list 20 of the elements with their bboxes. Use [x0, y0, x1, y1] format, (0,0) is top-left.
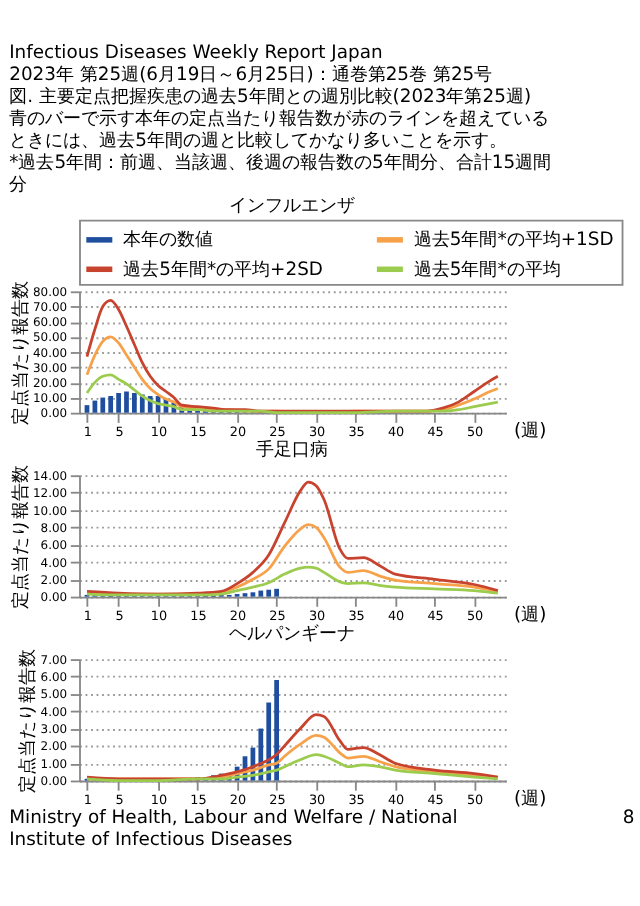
legend-label: 本年の数値: [123, 229, 214, 252]
legend-label: 過去5年間*の平均+1SD: [413, 229, 614, 252]
y-axis-title: 定点当たり報告数: [9, 464, 32, 609]
y-axis-title: 定点当たり報告数: [9, 280, 32, 425]
text: Ministry of Health, Labour and Welfare / National Institute of Infectious Diseases: [9, 806, 458, 851]
x-axis-title: (週): [514, 787, 547, 810]
text: 8: [622, 806, 635, 829]
x-axis-title: (週): [514, 419, 547, 442]
text: 図. 主要定点把握疾患の過去5年間との週別比較(2023年第25週): [9, 85, 532, 108]
legend-label: 過去5年間*の平均: [413, 258, 561, 281]
text: 2023年 第25週(6月19日～6月25日)：通巻第25巻 第25号: [9, 63, 493, 86]
x-axis-title: (週): [514, 603, 547, 626]
chart-title: インフルエンザ: [229, 195, 356, 218]
text: Infectious Diseases Weekly Report Japan: [9, 41, 383, 64]
chart-title: ヘルパンギーナ: [229, 622, 356, 645]
legend-label: 過去5年間*の平均+2SD: [123, 258, 323, 281]
text: 青のバーで示す本年の定点当たり報告数が赤のラインを超えているときには、過去5年間の週と比較してかなり多いことを示す。: [9, 108, 550, 153]
y-axis-title: 定点当たり報告数: [17, 648, 40, 793]
text: *過去5年間：前週、当該週、後週の報告数の5年間分、合計15週間分: [9, 152, 552, 197]
chart-title: 手足口病: [256, 439, 329, 462]
